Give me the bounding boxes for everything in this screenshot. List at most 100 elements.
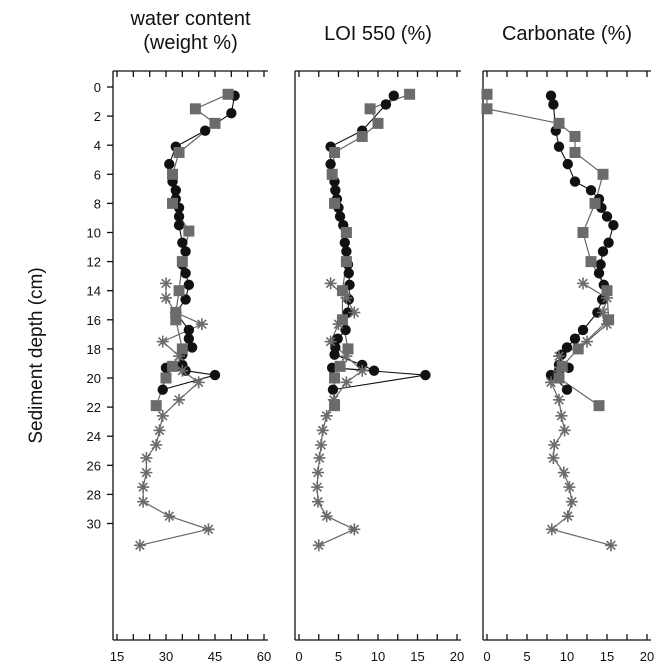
square-marker <box>183 225 195 237</box>
circle-marker <box>170 185 181 196</box>
asterisk-marker <box>137 495 150 508</box>
y-tick-label: 28 <box>87 487 101 502</box>
y-tick-label: 30 <box>87 517 101 532</box>
asterisk-stroke <box>598 307 608 318</box>
circle-marker <box>157 384 168 395</box>
circle-marker <box>548 99 559 110</box>
asterisk-stroke <box>349 524 360 535</box>
asterisk-stroke <box>325 336 336 347</box>
square-marker <box>176 256 188 268</box>
asterisk-stroke <box>566 496 577 507</box>
asterisk-stroke <box>164 511 175 522</box>
asterisk-stroke <box>161 293 171 303</box>
asterisk-marker <box>561 510 574 523</box>
asterisk-marker <box>577 277 589 290</box>
asterisk-marker <box>202 523 215 536</box>
asterisk-stroke <box>559 425 570 436</box>
square-marker <box>173 285 185 297</box>
asterisk-stroke <box>582 336 592 347</box>
asterisk-stroke <box>313 496 323 507</box>
asterisk-stroke <box>554 351 564 361</box>
asterisk-marker <box>140 466 153 479</box>
circle-marker <box>339 237 351 248</box>
asterisk-marker <box>558 424 571 437</box>
asterisk-stroke <box>316 440 326 450</box>
y-tick-label: 0 <box>94 80 101 95</box>
y-tick-label: 20 <box>87 371 101 386</box>
y-tick-label: 22 <box>87 400 101 415</box>
square-marker <box>150 400 162 412</box>
asterisk-marker <box>324 277 337 290</box>
square-marker <box>585 256 597 268</box>
asterisk-stroke <box>606 540 616 551</box>
asterisk-stroke <box>602 319 612 329</box>
x-tick-label: 5 <box>335 649 342 664</box>
asterisk-stroke <box>317 425 328 436</box>
panel-3 <box>482 70 651 641</box>
asterisk-marker <box>581 335 593 348</box>
circle-marker <box>601 211 613 222</box>
asterisk-stroke <box>174 395 184 405</box>
asterisk-stroke <box>313 467 323 478</box>
y-tick-label: 6 <box>94 167 101 182</box>
circle-marker <box>340 324 351 336</box>
asterisk-stroke <box>203 524 214 535</box>
asterisk-marker <box>605 539 617 552</box>
asterisk-stroke <box>313 540 324 551</box>
square-marker <box>209 117 221 129</box>
x-tick-label: 0 <box>295 649 302 664</box>
square-marker <box>577 227 589 238</box>
asterisk-stroke <box>312 482 322 492</box>
x-tick-label: 20 <box>450 649 464 664</box>
asterisk-stroke <box>138 482 148 492</box>
square-marker <box>340 256 352 268</box>
square-marker <box>481 103 493 115</box>
square-marker <box>553 372 565 384</box>
x-tick-label: 15 <box>410 649 424 664</box>
asterisk-stroke <box>154 425 165 436</box>
y-tick-label: 26 <box>87 458 101 473</box>
y-tick-label: 12 <box>87 255 101 270</box>
circle-marker <box>183 279 195 291</box>
asterisk-marker <box>173 350 186 363</box>
square-marker <box>553 117 565 129</box>
asterisk-marker <box>313 452 326 465</box>
square-marker <box>329 197 341 209</box>
circle-marker <box>200 125 211 136</box>
asterisk-marker <box>192 376 205 389</box>
square-marker <box>597 168 609 180</box>
circle-marker <box>553 141 565 152</box>
circle-marker <box>183 324 195 336</box>
asterisk-stroke <box>325 278 336 289</box>
asterisk-marker <box>557 466 570 479</box>
circle-marker <box>388 90 399 101</box>
asterisk-marker <box>311 495 324 508</box>
square-marker <box>364 103 376 115</box>
x-tick-label: 20 <box>640 649 654 664</box>
asterisk-marker <box>553 350 565 363</box>
square-marker <box>160 372 172 384</box>
circle-marker <box>164 158 175 170</box>
square-marker <box>167 168 179 180</box>
x-tick-label: 10 <box>560 649 574 664</box>
asterisk-stroke <box>558 467 569 478</box>
asterisk-stroke <box>321 511 332 522</box>
x-tick-label: 0 <box>483 649 490 664</box>
circle-marker <box>180 268 191 279</box>
y-tick-label: 18 <box>87 342 101 357</box>
asterisk-stroke <box>341 351 352 361</box>
square-marker <box>340 227 352 238</box>
asterisk-stroke <box>548 453 559 463</box>
series-lines-layer <box>139 93 615 546</box>
axes-layer <box>107 70 651 641</box>
asterisk-marker <box>555 409 568 422</box>
asterisk-stroke <box>321 411 332 421</box>
markers-layer <box>133 88 619 552</box>
asterisk-marker <box>340 350 353 363</box>
circle-marker <box>343 268 354 279</box>
asterisk-marker <box>597 306 609 319</box>
asterisk-marker <box>140 452 153 465</box>
x-tick-label: 15 <box>600 649 614 664</box>
